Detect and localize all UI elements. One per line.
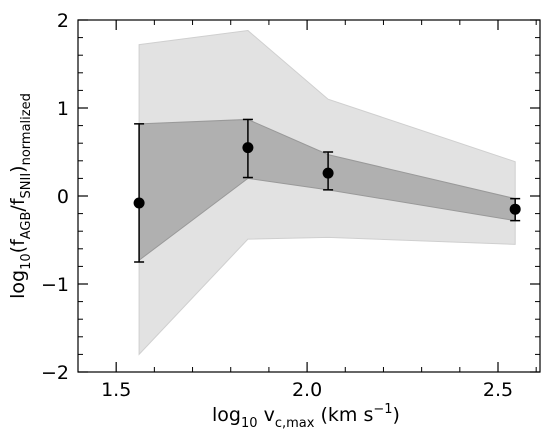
data-point bbox=[322, 167, 334, 179]
data-point bbox=[242, 142, 254, 154]
data-points bbox=[133, 142, 521, 215]
outer-band bbox=[138, 30, 516, 356]
tick-labels: 1.5 2.0 2.5 −2 −1 0 1 2 bbox=[41, 10, 513, 401]
y-tick-label: 1 bbox=[57, 98, 69, 120]
x-tick-label: 2.5 bbox=[483, 379, 513, 401]
uncertainty-bands bbox=[138, 30, 516, 356]
data-point bbox=[133, 197, 145, 209]
y-tick-label: 2 bbox=[57, 10, 69, 32]
x-tick-label: 2.0 bbox=[292, 379, 322, 401]
x-tick-label: 1.5 bbox=[101, 379, 131, 401]
x-axis-label: log10 vc,max (km s−1) bbox=[212, 402, 400, 431]
axis-ticks bbox=[77, 19, 540, 373]
y-tick-label: 0 bbox=[57, 186, 69, 208]
y-tick-label: −1 bbox=[41, 274, 69, 296]
y-axis-label: log10(fAGB/fSNII)normalized bbox=[7, 93, 34, 299]
y-tick-label: −2 bbox=[41, 362, 69, 384]
data-point bbox=[509, 203, 521, 215]
